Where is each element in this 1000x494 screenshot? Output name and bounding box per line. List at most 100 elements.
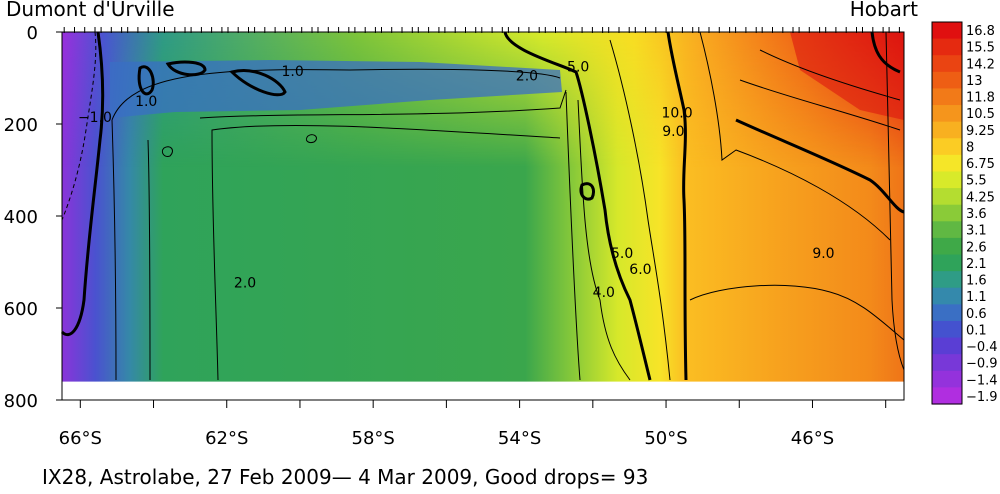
contour-9 bbox=[699, 31, 891, 241]
colorbar-swatch bbox=[932, 287, 962, 305]
contour-label: 2.0 bbox=[234, 276, 256, 292]
colorbar-label: 13 bbox=[966, 74, 983, 89]
colorbar-label: 14.2 bbox=[966, 57, 995, 72]
x-axis: 66°S 62°S 58°S 54°S 50°S 46°S bbox=[59, 400, 887, 449]
contour-5-thick bbox=[503, 31, 652, 381]
contour-label: 4.0 bbox=[593, 285, 615, 301]
colorbar-swatch bbox=[932, 55, 962, 73]
colorbar-swatch bbox=[932, 271, 962, 289]
contour-label: 2.0 bbox=[516, 69, 538, 85]
colorbar-swatch bbox=[932, 105, 962, 123]
colorbar-label: 15.5 bbox=[966, 41, 995, 56]
colorbar-swatch bbox=[932, 337, 962, 355]
contour-small-ring-a bbox=[161, 146, 173, 157]
colorbar-swatch bbox=[932, 38, 962, 56]
contour-label: 5.0 bbox=[567, 60, 589, 76]
contour-8-thick bbox=[666, 31, 688, 381]
colorbar-swatch bbox=[932, 237, 962, 256]
colorbar-swatch bbox=[932, 354, 962, 372]
colorbar-swatch bbox=[932, 304, 962, 322]
x-tick-label: 66°S bbox=[59, 428, 102, 449]
colorbar-swatch bbox=[932, 171, 962, 189]
colorbar-swatch bbox=[932, 370, 962, 388]
colorbar: 16.8 15.514.2 13 11.810.5 9.25 86.75 5.54.25 3.… bbox=[931, 21, 998, 405]
contour-11 bbox=[739, 79, 901, 131]
colorbar-label: 0.1 bbox=[966, 324, 987, 339]
contour-5-loop bbox=[579, 182, 596, 201]
cast-position-ticks bbox=[63, 27, 900, 33]
colorbar-label: 9.25 bbox=[966, 124, 995, 139]
right-station-label: Hobart bbox=[850, 0, 918, 21]
colorbar-label: 1.6 bbox=[966, 274, 987, 289]
colorbar-swatch bbox=[932, 204, 962, 222]
contour-minus1 bbox=[61, 31, 97, 221]
colorbar-swatch bbox=[932, 138, 962, 156]
contour-4 bbox=[565, 91, 581, 381]
y-axis: 0 200 400 600 800 bbox=[4, 23, 62, 412]
contour-13-thick bbox=[870, 31, 901, 74]
contour-near-hobart bbox=[885, 31, 905, 371]
cold-core-band bbox=[110, 60, 562, 118]
x-tick-label: 46°S bbox=[791, 428, 834, 449]
contour-cold-ring-b bbox=[165, 60, 207, 77]
colorbar-swatch bbox=[932, 254, 962, 272]
contour-label: 1.0 bbox=[282, 64, 304, 80]
colorbar-label: −1.9 bbox=[966, 390, 998, 405]
colorbar-swatch bbox=[932, 188, 962, 206]
contour-cold-ring-a bbox=[137, 65, 155, 96]
contour-1-west bbox=[111, 119, 117, 381]
colorbar-label: 1.1 bbox=[966, 290, 987, 305]
colorbar-swatch bbox=[932, 387, 962, 405]
colorbar-label: 2.6 bbox=[966, 240, 987, 255]
y-tick-label: 400 bbox=[4, 207, 38, 228]
colorbar-label: 3.1 bbox=[966, 224, 987, 239]
contour-lines bbox=[60, 31, 905, 381]
contour-labels: −1.01.01.0 2.05.010.09.02.05.06.04.09.0 bbox=[78, 60, 835, 301]
contour-4-5 bbox=[577, 99, 631, 381]
y-tick-label: 0 bbox=[27, 23, 38, 44]
colorbar-frame bbox=[931, 21, 963, 405]
contour-label: 6.0 bbox=[629, 262, 651, 278]
contour-1-shelf bbox=[111, 68, 561, 121]
temperature-field bbox=[62, 32, 904, 382]
contour-label: 5.0 bbox=[611, 246, 633, 262]
contour-label: 9.0 bbox=[662, 124, 684, 140]
y-tick-label: 800 bbox=[4, 391, 38, 412]
colorbar-label: 0.6 bbox=[966, 307, 987, 322]
colorbar-label: 16.8 bbox=[966, 24, 995, 39]
colorbar-label: 10.5 bbox=[966, 107, 995, 122]
colorbar-swatch bbox=[932, 88, 962, 106]
colorbar-label: −0.9 bbox=[966, 357, 998, 372]
contour-3-upper bbox=[199, 89, 567, 119]
chart-title: IX28, Astrolabe, 27 Feb 2009— 4 Mar 2009… bbox=[42, 465, 648, 489]
colorbar-label: −1.4 bbox=[966, 373, 998, 388]
contour-label: 9.0 bbox=[812, 246, 834, 262]
colorbar-label: −0.4 bbox=[966, 340, 998, 355]
colorbar-label: 5.5 bbox=[966, 174, 987, 189]
contour-2-deep bbox=[211, 124, 561, 381]
colorbar-swatch bbox=[932, 22, 962, 40]
contour-0-thick bbox=[60, 31, 105, 337]
left-station-label: Dumont d'Urville bbox=[6, 0, 175, 21]
warm-core-region bbox=[790, 32, 904, 120]
contour-small-ring-b bbox=[305, 134, 317, 143]
colorbar-label: 3.6 bbox=[966, 207, 987, 222]
contour-label: 10.0 bbox=[661, 106, 692, 122]
contour-12 bbox=[759, 49, 901, 101]
x-tick-label: 58°S bbox=[352, 428, 395, 449]
colorbar-swatch bbox=[932, 154, 962, 173]
contour-cold-ring-c bbox=[229, 69, 287, 97]
contour-label: −1.0 bbox=[78, 110, 112, 126]
colorbar-swatch bbox=[932, 221, 962, 239]
colorbar-label: 11.8 bbox=[966, 91, 995, 106]
x-tick-label: 54°S bbox=[498, 428, 541, 449]
colorbar-label: 8 bbox=[966, 141, 974, 156]
colorbar-label: 6.75 bbox=[966, 157, 995, 172]
x-tick-label: 62°S bbox=[205, 428, 248, 449]
colorbar-swatch bbox=[932, 71, 962, 90]
x-tick-label: 50°S bbox=[644, 428, 687, 449]
contour-10-thick bbox=[735, 118, 905, 214]
contour-2-west bbox=[147, 139, 151, 381]
contour-9-south bbox=[689, 284, 905, 341]
